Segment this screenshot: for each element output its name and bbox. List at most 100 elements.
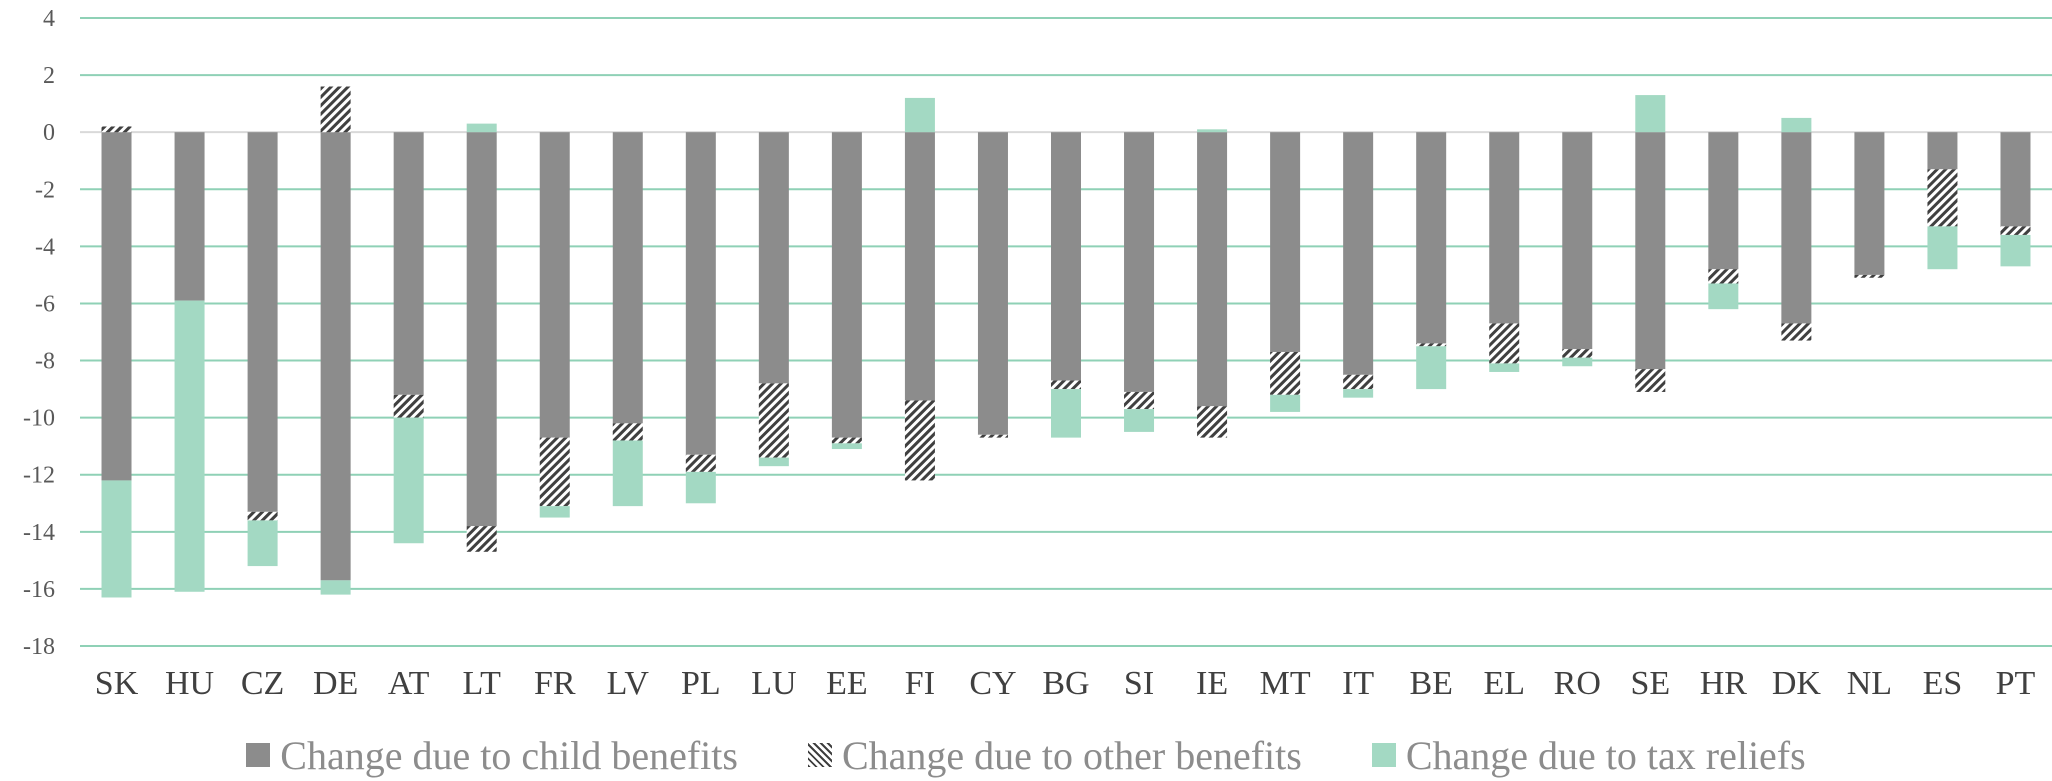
bar-es-series-3 (1927, 226, 1958, 270)
x-tick-label: HU (165, 665, 214, 702)
bar-cy-series-2 (977, 434, 1008, 438)
x-tick-label: LV (607, 665, 650, 702)
bar-se-series-3 (1635, 95, 1666, 133)
bar-hr-series-3 (1708, 283, 1739, 310)
bar-ro-series-3 (1562, 357, 1593, 367)
bar-sk-series-2 (101, 126, 132, 133)
bar-de-series-3 (320, 580, 351, 595)
bar-lt-series-2 (466, 526, 497, 552)
bar-mt-series-1 (1270, 132, 1301, 352)
bar-lt-series-1 (466, 132, 497, 527)
bar-it-series-2 (1343, 374, 1374, 390)
bar-ro-series-2 (1562, 349, 1593, 358)
bar-es-series-1 (1927, 132, 1958, 170)
bar-mt-series-3 (1270, 394, 1301, 412)
bar-dk-series-2 (1781, 323, 1812, 341)
bar-el-series-2 (1489, 323, 1520, 364)
x-tick-label: SE (1630, 665, 1670, 702)
y-tick-label: -10 (23, 406, 55, 432)
bar-bg-series-3 (1051, 389, 1081, 438)
y-tick-label: -6 (35, 291, 55, 317)
y-tick-label: 0 (43, 120, 55, 146)
bar-ie-series-3 (1197, 129, 1228, 133)
bar-pt-series-3 (2000, 234, 2031, 267)
x-tick-label: EL (1483, 665, 1525, 702)
x-tick-label: PL (681, 665, 721, 702)
bar-bg-series-2 (1051, 380, 1081, 390)
bar-fi-series-2 (904, 400, 935, 481)
bar-si-series-2 (1124, 391, 1155, 410)
bar-pl-series-2 (685, 454, 716, 472)
bar-pl-series-1 (685, 132, 716, 455)
bar-mt-series-2 (1270, 351, 1301, 395)
x-tick-label: SK (95, 665, 139, 702)
y-tick-label: -2 (35, 177, 55, 203)
bar-nl-series-1 (1854, 132, 1885, 275)
legend-swatch (1371, 743, 1396, 767)
x-tick-label: HR (1700, 665, 1748, 702)
bar-lu-series-2 (758, 383, 789, 458)
x-tick-label: MT (1260, 665, 1311, 702)
bar-el-series-3 (1489, 363, 1520, 372)
bar-be-series-1 (1416, 132, 1447, 344)
bar-de-series-1 (320, 132, 351, 581)
bar-ie-series-2 (1197, 406, 1228, 438)
x-tick-label: AT (388, 665, 430, 702)
bar-hr-series-1 (1708, 132, 1739, 270)
legend-item: Change due to tax reliefs (1371, 732, 1806, 779)
x-tick-label: DE (313, 665, 358, 702)
bar-pt-series-2 (2000, 226, 2031, 235)
bar-dk-series-3 (1781, 117, 1812, 133)
y-tick-label: -16 (23, 577, 55, 603)
x-tick-label: NL (1847, 665, 1892, 702)
bar-ee-series-2 (831, 437, 862, 444)
bar-be-series-2 (1416, 343, 1447, 347)
bar-hu-series-1 (174, 132, 205, 301)
bar-bg-series-1 (1051, 132, 1081, 381)
bar-se-series-1 (1635, 132, 1666, 370)
bar-ee-series-3 (831, 443, 862, 450)
bar-fi-series-1 (904, 132, 935, 401)
bar-el-series-1 (1489, 132, 1520, 324)
bar-lv-series-1 (612, 132, 643, 424)
bar-at-series-3 (393, 417, 424, 544)
bar-at-series-2 (393, 394, 424, 418)
legend-label: Change due to tax reliefs (1405, 732, 1806, 778)
y-tick-label: 2 (43, 63, 55, 89)
x-tick-label: FI (905, 665, 935, 702)
y-tick-label: 4 (43, 6, 55, 32)
y-tick-label: -18 (23, 634, 55, 660)
bars (101, 86, 2031, 598)
bar-lv-series-2 (612, 423, 643, 441)
x-tick-label: DK (1772, 665, 1822, 702)
y-tick-label: -8 (35, 349, 55, 375)
bar-it-series-1 (1343, 132, 1374, 375)
x-tick-label: IE (1196, 665, 1228, 702)
x-tick-label: SI (1124, 665, 1154, 702)
legend-swatch (807, 743, 832, 767)
bar-si-series-1 (1124, 132, 1155, 392)
bar-si-series-3 (1124, 409, 1155, 432)
bar-cy-series-1 (977, 132, 1008, 435)
bar-lt-series-3 (466, 123, 497, 133)
bar-lu-series-1 (758, 132, 789, 384)
x-tick-label: LU (751, 665, 796, 702)
bar-nl-series-2 (1854, 274, 1885, 278)
bar-pl-series-3 (685, 471, 716, 504)
bar-lv-series-3 (612, 440, 643, 507)
x-tick-label: CZ (241, 665, 284, 702)
legend-swatch (246, 743, 271, 767)
bar-cz-series-1 (247, 132, 278, 512)
x-tick-label: IT (1342, 665, 1374, 702)
x-tick-label: EE (826, 665, 868, 702)
x-tick-label: FR (534, 665, 576, 702)
x-tick-label: CY (969, 665, 1016, 702)
legend-label: Change due to other benefits (841, 732, 1302, 778)
bar-es-series-2 (1927, 169, 1958, 227)
bar-cz-series-3 (247, 520, 278, 567)
y-tick-label: -4 (35, 234, 55, 260)
bar-fr-series-1 (539, 132, 570, 438)
bar-fr-series-3 (539, 506, 570, 518)
bar-dk-series-1 (1781, 132, 1812, 324)
bar-be-series-3 (1416, 346, 1447, 390)
